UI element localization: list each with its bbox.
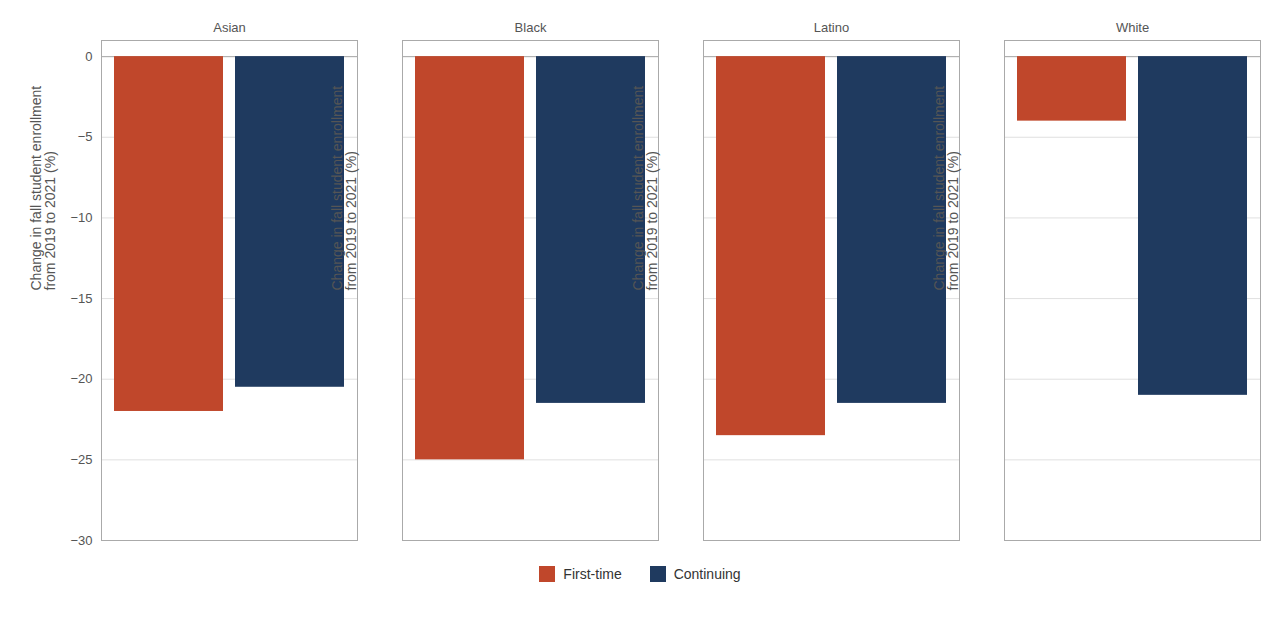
svg-text:Latino: Latino xyxy=(814,20,849,35)
svg-text:−15: −15 xyxy=(70,291,92,306)
svg-text:Change in fall student enrollm: Change in fall student enrollmentfrom 20… xyxy=(28,86,58,291)
svg-text:White: White xyxy=(1116,20,1149,35)
svg-text:Change in fall student enrollm: Change in fall student enrollmentfrom 20… xyxy=(329,86,359,291)
svg-text:Change in fall student enrollm: Change in fall student enrollmentfrom 20… xyxy=(931,86,961,291)
svg-text:−20: −20 xyxy=(70,371,92,386)
svg-text:−5: −5 xyxy=(78,129,93,144)
html-text:Continuing: Continuing xyxy=(673,566,741,582)
svg-text:−30: −30 xyxy=(70,533,92,548)
svg-text:Asian: Asian xyxy=(213,20,246,35)
svg-text:0: 0 xyxy=(85,49,92,64)
html-text:First-time: First-time xyxy=(563,566,622,582)
svg-text:Black: Black xyxy=(515,20,547,35)
svg-text:−10: −10 xyxy=(70,210,92,225)
svg-text:Change in fall student enrollm: Change in fall student enrollmentfrom 20… xyxy=(630,86,660,291)
svg-text:−25: −25 xyxy=(70,452,92,467)
